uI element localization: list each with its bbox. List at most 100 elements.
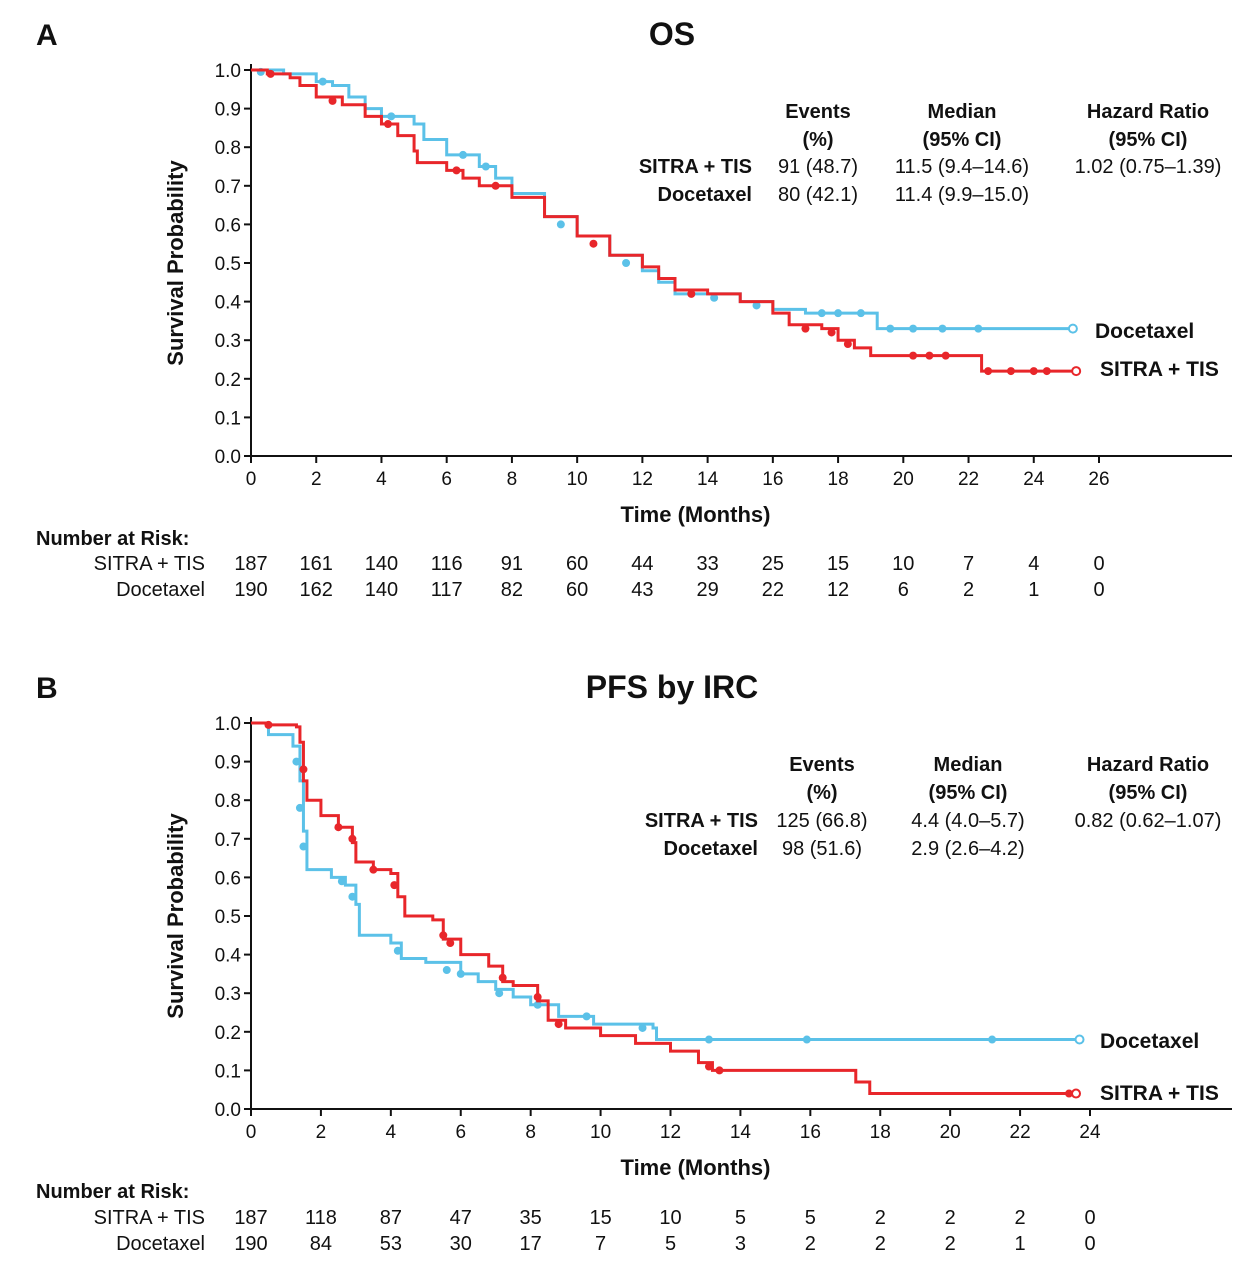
risk-value: 30 xyxy=(450,1233,472,1255)
risk-value: 60 xyxy=(566,579,588,601)
censor-mark xyxy=(1065,1089,1074,1098)
x-tick-label: 0 xyxy=(246,469,257,490)
censor-mark xyxy=(710,293,719,302)
panel-label: A xyxy=(36,19,58,52)
risk-value: 2 xyxy=(875,1233,886,1255)
censor-mark xyxy=(752,301,761,310)
x-tick-label: 18 xyxy=(828,469,849,490)
censor-mark xyxy=(827,328,836,337)
x-tick-label: 4 xyxy=(386,1122,397,1143)
risk-value: 7 xyxy=(963,553,974,575)
x-tick-label: 12 xyxy=(632,469,653,490)
censor-mark xyxy=(348,834,357,843)
censor-mark xyxy=(843,340,852,349)
y-tick-label: 0.7 xyxy=(215,177,241,198)
censor-mark xyxy=(638,1023,647,1032)
end-marker xyxy=(1074,1034,1085,1045)
censor-mark xyxy=(495,989,504,998)
stats-row-label: SITRA + TIS xyxy=(639,156,752,178)
x-tick-label: 14 xyxy=(697,469,719,490)
y-tick-label: 0.1 xyxy=(215,408,241,429)
censor-mark xyxy=(295,803,304,812)
risk-value: 4 xyxy=(1028,553,1039,575)
x-tick-label: 2 xyxy=(316,1122,327,1143)
risk-value: 161 xyxy=(300,553,333,575)
risk-value: 2 xyxy=(963,579,974,601)
risk-value: 6 xyxy=(898,579,909,601)
x-tick-label: 22 xyxy=(958,469,979,490)
risk-value: 15 xyxy=(589,1207,611,1229)
censor-mark xyxy=(582,1012,591,1021)
censor-mark xyxy=(442,966,451,975)
x-tick-label: 22 xyxy=(1010,1122,1031,1143)
x-tick-label: 0 xyxy=(246,1122,257,1143)
censor-mark xyxy=(687,289,696,298)
stats-row-label: SITRA + TIS xyxy=(645,810,758,832)
series-end-label: SITRA + TIS xyxy=(1100,1082,1219,1105)
y-tick-label: 0.4 xyxy=(215,946,242,967)
risk-value: 2 xyxy=(945,1233,956,1255)
series-end-label: SITRA + TIS xyxy=(1100,358,1219,381)
x-tick-label: 10 xyxy=(567,469,588,490)
censor-mark xyxy=(1042,367,1051,376)
risk-value: 187 xyxy=(234,1207,267,1229)
x-tick-label: 20 xyxy=(940,1122,961,1143)
risk-value: 2 xyxy=(875,1207,886,1229)
end-marker xyxy=(1071,1088,1082,1099)
y-tick-label: 0.8 xyxy=(215,791,241,812)
risk-value: 84 xyxy=(310,1233,332,1255)
risk-value: 35 xyxy=(520,1207,542,1229)
censor-mark xyxy=(459,150,467,159)
x-tick-label: 12 xyxy=(660,1122,681,1143)
risk-value: 162 xyxy=(300,579,333,601)
risk-value: 47 xyxy=(450,1207,472,1229)
panel-a: A OS0.00.10.20.30.40.50.60.70.80.91.00 2 4 6… xyxy=(36,16,1232,601)
censor-mark xyxy=(834,309,843,318)
censor-mark xyxy=(383,120,392,129)
end-marker xyxy=(1067,323,1078,334)
censor-mark xyxy=(938,324,947,333)
y-tick-label: 0.0 xyxy=(215,1100,241,1121)
risk-value: 5 xyxy=(805,1207,816,1229)
censor-mark xyxy=(299,765,308,774)
censor-mark xyxy=(984,367,993,376)
stats-median: 4.4 (4.0–5.7) xyxy=(911,810,1024,832)
chart-title: PFS by IRC xyxy=(586,669,758,705)
risk-value: 53 xyxy=(380,1233,402,1255)
censor-mark xyxy=(456,969,465,978)
x-tick-label: 4 xyxy=(376,469,387,490)
stats-events: 80 (42.1) xyxy=(778,184,858,206)
risk-row-label: SITRA + TIS xyxy=(94,553,205,575)
risk-value: 2 xyxy=(1015,1207,1026,1229)
stats-header: Events xyxy=(785,101,851,123)
y-tick-label: 0.8 xyxy=(215,138,241,159)
censor-mark xyxy=(941,351,950,360)
y-tick-label: 0.6 xyxy=(215,868,241,889)
censor-mark xyxy=(452,166,461,175)
x-tick-label: 10 xyxy=(590,1122,611,1143)
censor-mark xyxy=(622,259,631,267)
risk-value: 140 xyxy=(365,579,398,601)
censor-mark xyxy=(533,1000,542,1009)
stats-header: (%) xyxy=(802,129,833,151)
stats-hazard-ratio: 0.82 (0.62–1.07) xyxy=(1075,810,1222,832)
censor-mark xyxy=(533,993,542,1002)
x-axis-label: Time (Months) xyxy=(621,502,771,527)
censor-mark xyxy=(856,309,865,318)
censor-mark xyxy=(1006,367,1015,376)
censor-mark xyxy=(299,842,308,851)
x-axis-label: Time (Months) xyxy=(621,1155,771,1180)
censor-mark xyxy=(925,351,934,360)
risk-row-label: Docetaxel xyxy=(116,579,205,601)
censor-mark xyxy=(292,757,301,766)
censor-mark xyxy=(802,1035,811,1044)
censor-mark xyxy=(481,162,490,171)
y-tick-label: 0.2 xyxy=(215,370,241,391)
risk-value: 91 xyxy=(501,553,523,575)
stats-header: (95% CI) xyxy=(923,129,1002,151)
censor-mark xyxy=(439,931,448,940)
censor-mark xyxy=(909,324,918,333)
stats-hazard-ratio: 1.02 (0.75–1.39) xyxy=(1075,156,1222,178)
x-tick-label: 2 xyxy=(311,469,322,490)
